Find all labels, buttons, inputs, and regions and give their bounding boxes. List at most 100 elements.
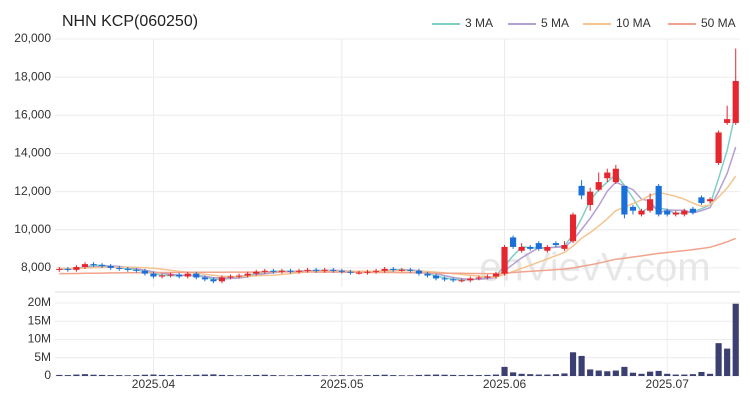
candle-body: [450, 279, 457, 281]
volume-bar: [510, 372, 517, 376]
volume-bar: [518, 373, 525, 376]
candle-body: [304, 269, 311, 271]
candle-body: [176, 274, 183, 277]
candle-body: [672, 212, 679, 215]
volume-bar: [647, 371, 654, 376]
candle-body: [535, 243, 542, 249]
candle-body: [381, 268, 388, 271]
candle-body: [116, 267, 123, 269]
volume-bar: [612, 370, 619, 376]
candle-body: [715, 132, 722, 163]
candle-body: [253, 271, 260, 274]
volume-bar: [450, 374, 457, 376]
volume-bar: [150, 374, 157, 376]
x-tick-label: 2025.06: [483, 377, 527, 391]
volume-bar: [107, 375, 114, 376]
candle-body: [424, 273, 431, 276]
volume-bar: [681, 374, 688, 376]
candle-body: [167, 274, 174, 276]
candle-body: [467, 278, 474, 281]
candle-body: [295, 270, 303, 272]
candle-body: [724, 119, 731, 123]
candle-body: [64, 268, 71, 270]
candle-body: [527, 246, 534, 249]
candle-body: [501, 246, 508, 274]
volume-tick-label: 0: [44, 368, 51, 382]
candle-body: [141, 270, 148, 274]
candle-body: [569, 214, 577, 242]
candle-body: [338, 270, 345, 272]
candle-body: [236, 275, 243, 277]
volume-bar: [424, 374, 431, 376]
legend-label: 3 MA: [465, 16, 493, 30]
candle-body: [355, 272, 363, 274]
volume-bar: [595, 370, 602, 376]
candle-body: [432, 275, 440, 279]
candle-body: [107, 266, 114, 268]
candle-body: [390, 268, 397, 270]
volume-bar: [158, 374, 166, 376]
volume-tick-label: 20M: [28, 295, 51, 309]
candle-body: [193, 273, 200, 278]
volume-bar: [381, 374, 388, 376]
volume-bar: [672, 374, 679, 376]
y-tick-label: 14,000: [14, 146, 51, 160]
candle-body: [287, 270, 294, 272]
volume-bar: [73, 374, 80, 376]
volume-bar: [390, 375, 397, 376]
candle-body: [330, 269, 337, 271]
volume-bar: [373, 374, 380, 376]
x-tick-label: 2025.05: [320, 377, 364, 391]
volume-bar: [90, 374, 97, 376]
volume-bar: [698, 371, 705, 376]
candle-body: [638, 210, 645, 215]
volume-bar: [458, 375, 465, 376]
volume-bar: [689, 374, 696, 376]
volume-bar: [561, 373, 568, 376]
candle-body: [732, 80, 739, 123]
candle-body: [655, 185, 662, 215]
candle-body: [278, 270, 285, 272]
volume-bar: [56, 374, 63, 376]
legend-label: 50 MA: [701, 16, 736, 30]
y-tick-label: 8,000: [21, 260, 51, 274]
volume-bar: [664, 373, 671, 376]
candle-body: [595, 182, 602, 190]
volume-bar: [552, 374, 559, 376]
volume-bar: [64, 375, 71, 376]
candle-body: [647, 199, 654, 211]
volume-bar: [492, 374, 500, 376]
x-tick-label: 2025.07: [646, 377, 690, 391]
volume-tick-label: 10M: [28, 332, 51, 346]
volume-bar: [527, 374, 534, 376]
volume-bar: [724, 348, 731, 376]
volume-bar: [338, 375, 345, 376]
volume-bar: [484, 374, 491, 376]
candle-body: [621, 185, 628, 215]
volume-tick-label: 5M: [34, 350, 51, 364]
volume-bar: [629, 372, 637, 376]
volume-bar: [706, 373, 714, 376]
volume-bar: [141, 374, 148, 376]
volume-bar: [278, 375, 285, 376]
candle-body: [90, 264, 97, 266]
legend-label: 10 MA: [616, 16, 651, 30]
volume-bar: [621, 366, 628, 376]
volume-bar: [415, 374, 422, 376]
candle-body: [184, 273, 191, 277]
volume-bar: [236, 375, 243, 376]
candle-body: [398, 269, 405, 271]
volume-bar: [604, 371, 611, 376]
candle-body: [578, 185, 585, 196]
candle-body: [689, 208, 696, 213]
candle-body: [441, 278, 448, 280]
candle-body: [458, 280, 465, 282]
ma-line: [59, 237, 736, 275]
candle-body: [218, 277, 226, 282]
y-tick-label: 18,000: [14, 69, 51, 83]
candle-body: [518, 246, 525, 251]
volume-bar: [535, 374, 542, 376]
volume-bar: [347, 375, 354, 376]
volume-bar: [715, 343, 722, 376]
candle-body: [544, 246, 551, 251]
